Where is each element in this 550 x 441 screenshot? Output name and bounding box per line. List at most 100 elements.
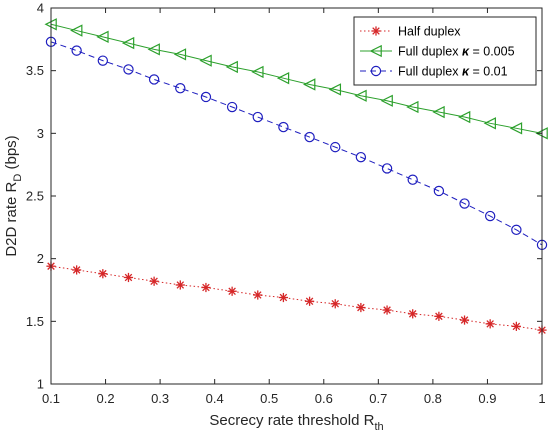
data-point-half-duplex-5 — [175, 280, 185, 290]
data-point-full-duplex-0005-14 — [406, 100, 419, 114]
data-point-full-duplex-0005-17 — [483, 117, 496, 130]
data-point-full-duplex-001-10 — [304, 131, 315, 143]
data-point-full-duplex-001-13 — [381, 163, 393, 174]
x-axis-title-subscript: th — [374, 421, 383, 433]
legend-marker-half-duplex — [371, 26, 381, 36]
data-point-full-duplex-0005-8 — [251, 65, 264, 79]
data-point-full-duplex-0005-12 — [354, 89, 367, 102]
x-axis-title: Secrecy rate threshold Rth — [209, 412, 383, 433]
legend-box — [353, 16, 537, 86]
data-point-full-duplex-0005-16 — [457, 110, 471, 124]
y-axis-title: D2D rate RD (bps) — [3, 135, 24, 256]
y-tick-label-1: 1 — [37, 377, 44, 392]
legend-label-full-duplex-001: Full duplex κ = 0.01 — [398, 65, 508, 79]
legend-marker-shape-full-duplex-0005 — [369, 44, 382, 58]
x-tick-label-0-6: 0.6 — [315, 391, 333, 406]
data-point-half-duplex-11 — [330, 299, 340, 309]
data-point-full-duplex-0005-10 — [303, 78, 316, 91]
y-axis-title-suffix: (bps) — [3, 135, 20, 173]
legend-marker-shape-half-duplex — [371, 26, 381, 36]
data-point-full-duplex-001-17 — [484, 210, 496, 222]
data-point-full-duplex-001-16 — [459, 198, 470, 209]
series-full-duplex-001 — [45, 36, 548, 251]
data-point-full-duplex-001-9 — [278, 121, 289, 133]
data-point-full-duplex-001-1 — [71, 45, 82, 56]
kappa-symbol: κ — [462, 65, 470, 79]
data-point-half-duplex-7 — [227, 286, 237, 296]
x-tick-label-0-2: 0.2 — [97, 391, 115, 406]
data-point-half-duplex-16 — [459, 315, 470, 325]
data-point-full-duplex-0005-3 — [121, 36, 135, 50]
x-tick-label-0-4: 0.4 — [206, 391, 224, 406]
data-point-full-duplex-001-5 — [175, 83, 186, 94]
legend-label-prefix: Full duplex — [398, 65, 462, 79]
y-tick-label-1-5: 1.5 — [26, 314, 44, 329]
legend: Half duplex Full duplex κ = 0.005 Full d… — [353, 16, 537, 86]
y-tick-label-2-5: 2.5 — [26, 189, 44, 204]
legend-marker-full-duplex-001 — [370, 65, 382, 77]
data-point-half-duplex-2 — [98, 269, 108, 279]
ticks-layer: 0.1 0.2 0.3 0.4 0.5 0.6 0.7 0.8 0.9 1 1 1.5 2 2.5 3 3.5… — [26, 1, 546, 407]
data-point-half-duplex-6 — [201, 282, 211, 293]
data-point-full-duplex-001-14 — [407, 174, 418, 185]
y-axis-title-subscript: D — [12, 174, 24, 182]
y-tick-label-2: 2 — [37, 251, 44, 266]
data-point-half-duplex-14 — [408, 309, 418, 319]
data-point-half-duplex-4 — [149, 276, 159, 286]
data-point-half-duplex-15 — [434, 311, 444, 321]
legend-entry-half-duplex: Half duplex — [360, 25, 461, 39]
y-tick-label-4: 4 — [37, 1, 44, 16]
data-point-full-duplex-0005-4 — [147, 43, 160, 56]
data-point-full-duplex-001-11 — [330, 141, 341, 153]
data-point-full-duplex-001-12 — [355, 151, 367, 163]
data-point-half-duplex-8 — [253, 290, 263, 300]
data-point-full-duplex-0005-2 — [96, 30, 109, 43]
data-point-half-duplex-18 — [511, 321, 521, 331]
legend-label-suffix: = 0.01 — [469, 65, 508, 79]
legend-entry-full-duplex-001: Full duplex κ = 0.01 — [360, 65, 508, 79]
data-point-full-duplex-001-18 — [511, 224, 522, 236]
series-half-duplex — [46, 261, 547, 335]
data-point-full-duplex-0005-1 — [70, 24, 83, 37]
data-point-full-duplex-0005-18 — [509, 122, 523, 135]
y-axis-title-main: D2D rate R — [3, 181, 20, 256]
data-point-full-duplex-0005-5 — [173, 48, 187, 61]
data-point-full-duplex-001-6 — [200, 91, 212, 103]
legend-label-full-duplex-0005: Full duplex κ = 0.005 — [398, 45, 515, 59]
x-tick-label-0-7: 0.7 — [369, 391, 387, 406]
legend-entry-full-duplex-0005: Full duplex κ = 0.005 — [360, 45, 515, 59]
series-layer — [44, 18, 548, 335]
data-point-full-duplex-001-7 — [226, 101, 238, 113]
series-line-full-duplex-001 — [50, 41, 543, 246]
y-tick-label-3: 3 — [37, 126, 44, 141]
data-point-half-duplex-13 — [382, 305, 392, 315]
data-point-full-duplex-001-3 — [123, 64, 134, 75]
x-tick-label-0-3: 0.3 — [151, 391, 169, 406]
data-point-full-duplex-001-4 — [148, 74, 160, 85]
legend-marker-shape-full-duplex-001 — [370, 65, 382, 77]
data-point-full-duplex-0005-11 — [328, 83, 342, 96]
data-point-full-duplex-001-8 — [252, 111, 263, 123]
legend-marker-full-duplex-0005 — [369, 44, 382, 58]
x-tick-label-0-8: 0.8 — [424, 391, 442, 406]
legend-label-half-duplex: Half duplex — [398, 25, 461, 39]
data-point-full-duplex-001-15 — [433, 185, 445, 197]
data-point-half-duplex-1 — [72, 265, 82, 275]
legend-label-suffix: = 0.005 — [469, 45, 515, 59]
x-axis-title-main: Secrecy rate threshold R — [209, 412, 374, 429]
data-point-full-duplex-0005-13 — [380, 94, 393, 107]
data-point-full-duplex-001-2 — [97, 55, 109, 66]
series-full-duplex-0005 — [44, 18, 548, 140]
x-tick-label-1: 1 — [538, 391, 545, 406]
data-point-full-duplex-0005-15 — [432, 105, 445, 119]
data-point-full-duplex-0005-9 — [276, 72, 290, 85]
x-tick-label-0-5: 0.5 — [260, 391, 278, 406]
data-point-half-duplex-9 — [278, 292, 289, 303]
data-point-half-duplex-3 — [123, 272, 134, 283]
y-tick-label-3-5: 3.5 — [26, 63, 44, 78]
x-tick-label-0-9: 0.9 — [478, 391, 496, 406]
data-point-half-duplex-10 — [304, 296, 315, 306]
data-point-half-duplex-17 — [485, 319, 495, 329]
data-point-full-duplex-0005-6 — [199, 54, 212, 67]
